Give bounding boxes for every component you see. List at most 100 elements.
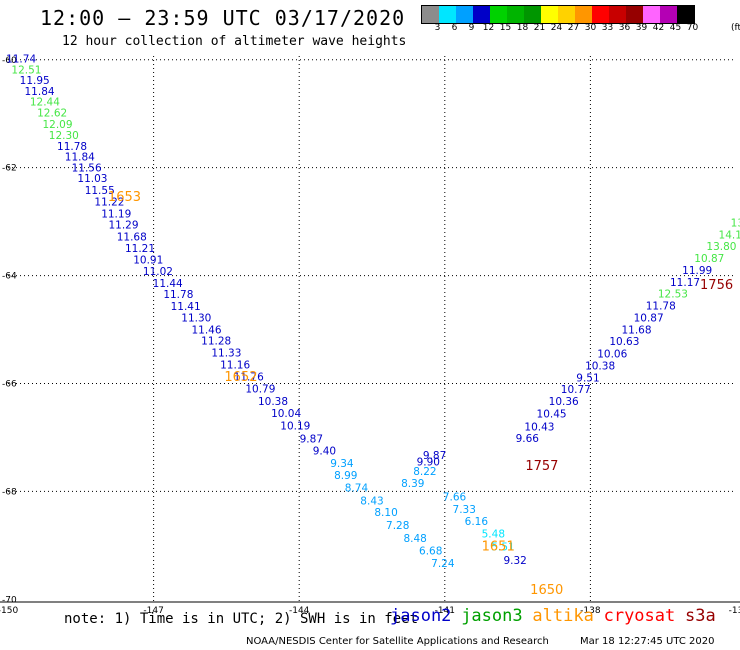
data-point: 11.84 <box>25 86 55 98</box>
data-point: 12.53 <box>658 289 688 301</box>
data-point: 8.10 <box>374 507 397 519</box>
data-point: 11.95 <box>20 75 50 87</box>
data-point: 13.80 <box>706 241 736 253</box>
data-point: 11.19 <box>101 208 131 220</box>
data-point: 8.99 <box>334 470 357 482</box>
color-scale-label: 3 <box>434 23 441 33</box>
data-point: 5.48 <box>482 528 505 540</box>
data-point: 11.44 <box>153 278 183 290</box>
data-point: 14.12 <box>719 229 740 241</box>
legend-item-jason2: jason2 <box>390 606 452 626</box>
y-tick-label: -64 <box>2 272 17 282</box>
data-point: 10.19 <box>280 420 310 432</box>
data-point: 11.99 <box>682 265 712 277</box>
color-scale-label: 33 <box>601 23 614 33</box>
data-point: 11.76 <box>234 371 264 383</box>
data-point: 12.62 <box>37 107 67 119</box>
color-scale-bar <box>421 5 695 24</box>
data-point: 11.78 <box>57 141 87 153</box>
color-scale-label: 18 <box>516 23 529 33</box>
data-point: 6.68 <box>419 546 442 558</box>
color-swatch <box>524 6 541 23</box>
data-point: 11.33 <box>211 348 241 360</box>
data-point: 5.51 <box>491 542 514 554</box>
data-point: 10.36 <box>549 396 579 408</box>
data-point: 8.39 <box>401 478 424 490</box>
legend-item-jason3: jason3 <box>461 606 523 626</box>
data-point: 8.48 <box>403 533 426 545</box>
data-point: 8.22 <box>413 466 436 478</box>
data-point: 12.44 <box>30 97 60 109</box>
data-point: 11.30 <box>181 312 211 324</box>
data-point: 10.06 <box>597 349 627 361</box>
y-tick-label: -66 <box>2 379 17 389</box>
color-swatch <box>541 6 558 23</box>
y-tick-label: -68 <box>2 487 17 497</box>
color-scale-label: 45 <box>669 23 682 33</box>
color-scale-label: 21 <box>533 23 546 33</box>
color-scale-label: 42 <box>652 23 665 33</box>
data-point: 10.87 <box>634 312 664 324</box>
data-point: 12.09 <box>42 119 72 131</box>
color-scale-label: 6 <box>451 23 458 33</box>
legend-item-cryosat: cryosat <box>603 606 676 626</box>
color-swatch <box>677 6 694 23</box>
color-swatch <box>473 6 490 23</box>
x-tick-label: -144 <box>289 606 310 616</box>
color-swatch <box>507 6 524 23</box>
color-swatch <box>643 6 660 23</box>
color-swatch <box>575 6 592 23</box>
time-label: 1652 <box>224 370 257 385</box>
color-swatch <box>592 6 609 23</box>
data-point: 9.40 <box>313 446 336 458</box>
y-tick-label: -62 <box>2 164 17 174</box>
data-point: 7.28 <box>386 520 409 532</box>
color-swatch <box>456 6 473 23</box>
data-point: 11.68 <box>117 232 147 244</box>
data-point: 9.32 <box>503 555 526 567</box>
color-scale-label: 70 <box>686 23 699 33</box>
data-point: 11.56 <box>72 162 102 174</box>
data-point: 11.78 <box>646 301 676 313</box>
time-label: 1650 <box>530 583 563 598</box>
y-tick-label: -60 <box>2 56 17 66</box>
time-label: 1651 <box>482 540 515 555</box>
data-point: 7.24 <box>431 558 455 570</box>
data-point: 6.16 <box>465 516 489 528</box>
data-point: 7.33 <box>453 504 476 516</box>
color-scale-label: 27 <box>567 23 580 33</box>
color-swatch <box>626 6 643 23</box>
x-tick-label: -13 <box>729 606 740 616</box>
data-point: 11.46 <box>191 324 221 336</box>
data-point: 9.34 <box>330 458 354 470</box>
data-point: 11.74 <box>6 53 36 65</box>
data-point: 11.03 <box>77 173 107 185</box>
data-point: 11.21 <box>125 243 155 255</box>
data-point: 10.79 <box>245 384 275 396</box>
color-swatch <box>439 6 456 23</box>
data-point: 9.90 <box>417 457 440 469</box>
data-point: 11.55 <box>85 185 115 197</box>
data-point: 11.68 <box>621 324 651 336</box>
data-point: 10.87 <box>694 253 724 265</box>
data-point: 11.02 <box>143 266 173 278</box>
time-label: 1653 <box>108 190 141 205</box>
data-point: 8.43 <box>360 495 383 507</box>
color-swatch <box>660 6 677 23</box>
legend-item-altika: altika <box>532 606 594 626</box>
color-swatch <box>558 6 575 23</box>
timestamp-text: Mar 18 12:27:45 UTC 2020 <box>580 636 715 647</box>
data-point: 11.17 <box>670 277 700 289</box>
data-point: 10.91 <box>133 255 163 267</box>
x-tick-label: -147 <box>143 606 163 616</box>
color-scale-label: 9 <box>468 23 475 33</box>
page-subtitle: 12 hour collection of altimeter wave hei… <box>62 34 407 49</box>
color-scale-label: 30 <box>584 23 597 33</box>
data-point: 8.74 <box>345 482 369 494</box>
x-tick-label: -141 <box>435 606 455 616</box>
color-scale-label: 24 <box>550 23 563 33</box>
data-point: 7.66 <box>443 492 467 504</box>
page-title: 12:00 – 23:59 UTC 03/17/2020 <box>40 6 406 30</box>
data-point: 10.04 <box>271 408 301 420</box>
